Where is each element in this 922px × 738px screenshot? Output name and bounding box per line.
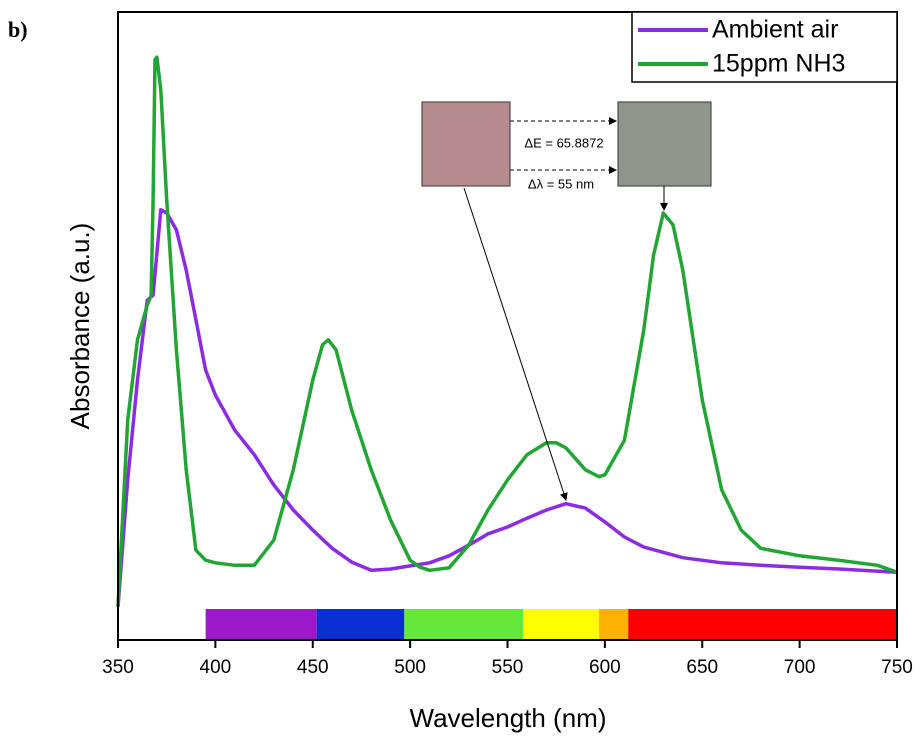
x-tick-label: 700 — [784, 657, 816, 678]
x-tick-label: 650 — [686, 657, 718, 678]
x-axis-label: Wavelength (nm) — [410, 703, 607, 733]
x-tick-label: 400 — [200, 657, 232, 678]
line-series — [116, 208, 898, 607]
spectrum-band — [316, 609, 405, 640]
annotation: ΔE = 65.8872 — [524, 135, 603, 150]
x-tick-label: 550 — [492, 657, 524, 678]
line-series — [116, 55, 898, 607]
annotation: Δλ = 55 nm — [528, 176, 594, 191]
spectrum-band — [404, 609, 524, 640]
legend-box — [631, 11, 898, 83]
x-tick-label: 350 — [102, 657, 134, 678]
spectrum-band — [205, 609, 317, 640]
legend-label: 15ppm NH3 — [712, 50, 845, 78]
x-tick-label: 450 — [297, 657, 329, 678]
panel-label: b) — [8, 17, 28, 42]
spectrum-band — [628, 609, 897, 640]
x-tick-label: 600 — [589, 657, 621, 678]
spectrum-band — [599, 609, 629, 640]
sample-before — [421, 101, 511, 187]
arrow — [463, 187, 568, 501]
x-tick-label: 500 — [394, 657, 426, 678]
sample-after — [617, 101, 712, 187]
spectrum-band — [523, 609, 600, 640]
legend-label: Ambient air — [712, 16, 838, 44]
x-tick-label: 750 — [881, 657, 913, 678]
y-axis-label: Absorbance (a.u.) — [65, 223, 95, 430]
